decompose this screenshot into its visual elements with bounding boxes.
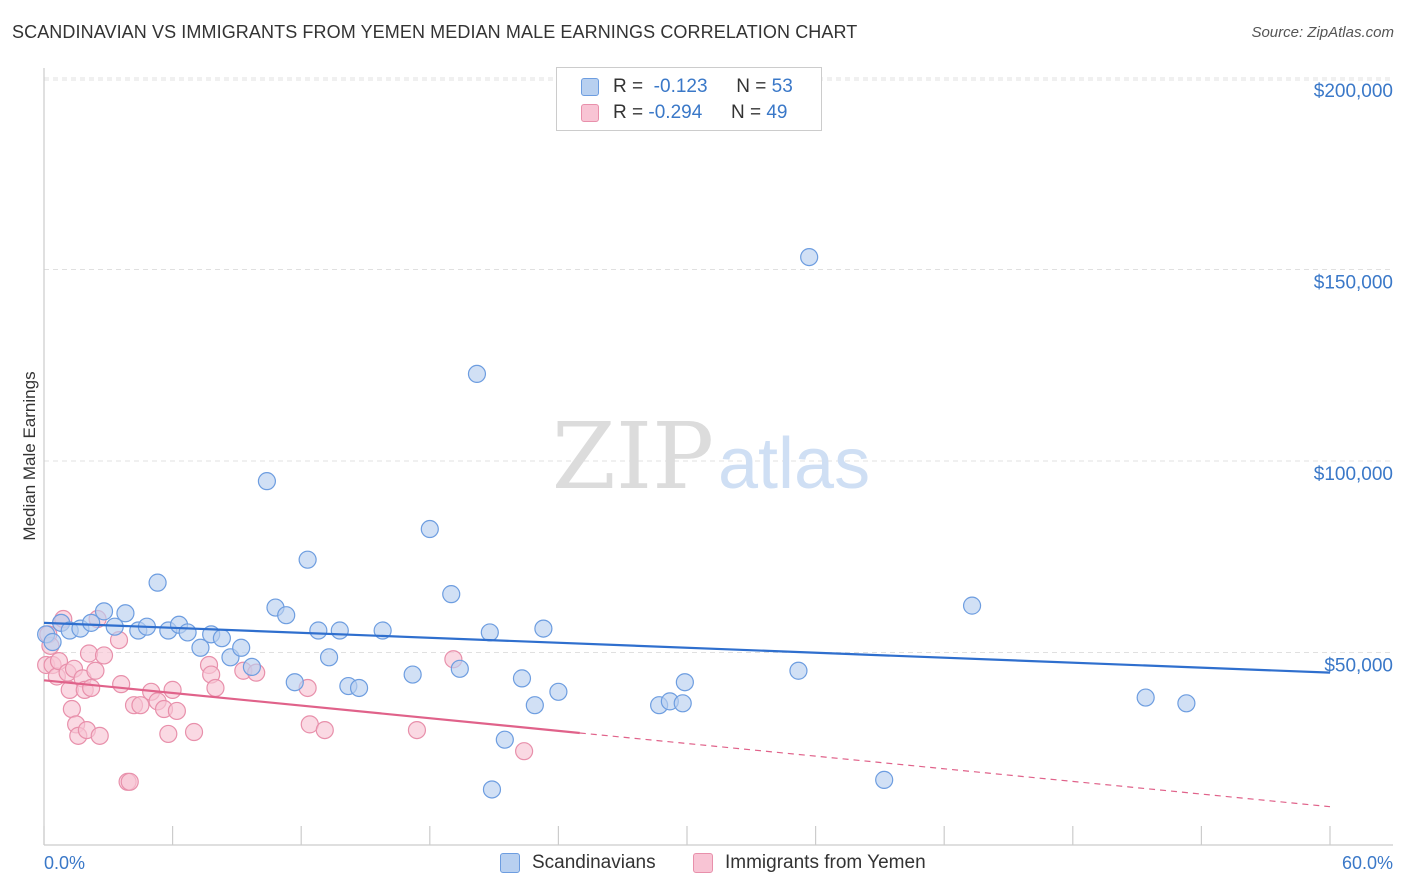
pink-swatch	[581, 104, 599, 122]
scandinavian-point-33	[420, 519, 439, 539]
scandinavian-points	[37, 247, 1196, 799]
scandinavian-point-14	[178, 623, 197, 642]
yemen-point-10	[62, 699, 81, 719]
watermark-zip: ZIP	[552, 403, 714, 510]
yemen-point-18	[82, 678, 101, 698]
yemen-point-38	[206, 678, 225, 698]
yemen-point-32	[159, 724, 178, 744]
scandinavian-point-52	[1136, 688, 1155, 707]
scandinavian-point-11	[148, 573, 167, 592]
y-tick-label-50000: $50,000	[1324, 656, 1393, 677]
scandinavian-point-46	[673, 694, 692, 713]
yemen-point-17	[79, 644, 99, 663]
yemen-point-34	[167, 701, 186, 721]
chart-title: SCANDINAVIAN VS IMMIGRANTS FROM YEMEN ME…	[12, 22, 858, 42]
scandinavian-point-15	[191, 638, 210, 657]
trend-line-scandinavians	[43, 621, 1331, 674]
y-tick-label-200000: $200,000	[1314, 81, 1393, 102]
yemen-points	[37, 609, 534, 791]
yemen-point-24	[112, 675, 131, 694]
yemen-point-44	[407, 720, 427, 740]
r-label: R =	[613, 102, 644, 123]
trend-line-yemen-dashed	[579, 732, 1331, 808]
legend-label: Scandinavians	[532, 852, 656, 873]
scandinavian-point-26	[309, 621, 328, 640]
legend-item-scandinavians[interactable]: Scandinavians	[500, 852, 656, 874]
series-legend: Scandinavians Immigrants from Yemen	[0, 852, 1406, 878]
yemen-point-46	[515, 742, 534, 761]
scandinavian-point-25	[298, 550, 317, 569]
scandinavian-point-39	[495, 730, 514, 749]
y-tick-label-150000: $150,000	[1314, 273, 1393, 294]
scandinavian-point-50	[875, 770, 894, 789]
scandinavian-point-40	[512, 669, 532, 688]
legend-item-yemen[interactable]: Immigrants from Yemen	[693, 852, 926, 874]
yemen-point-22	[94, 646, 114, 665]
scandinavian-point-42	[534, 619, 553, 638]
yemen-point-28	[131, 696, 150, 715]
yemen-point-33	[163, 680, 182, 699]
grid-lines	[44, 77, 1393, 653]
blue-swatch	[500, 853, 520, 873]
stats-row-scandinavians: R = -0.123 N = 53	[581, 75, 793, 99]
scandinavian-point-5	[82, 613, 101, 632]
yemen-point-43	[315, 720, 334, 740]
scandinavian-point-20	[242, 657, 262, 677]
scandinavian-point-17	[212, 629, 231, 648]
axes	[43, 68, 1393, 846]
yemen-point-21	[90, 726, 109, 745]
n-label: N =	[730, 102, 762, 123]
scandinavian-point-6	[94, 602, 114, 621]
x-tick-labels: 0.0% 60.0%	[44, 853, 1393, 873]
scandinavian-point-30	[349, 678, 369, 698]
r-value: -0.123	[653, 76, 708, 97]
n-value: 53	[771, 76, 793, 97]
scandinavian-point-49	[800, 247, 819, 267]
yemen-point-26	[120, 772, 139, 791]
stats-row-yemen: R = -0.294 N = 49	[581, 101, 787, 125]
scandinavian-point-21	[257, 472, 277, 491]
scandinavian-point-48	[789, 661, 808, 680]
scandinavian-point-32	[403, 665, 422, 684]
n-value: 49	[766, 102, 788, 123]
scandinavian-point-43	[549, 682, 568, 701]
scandinavian-point-35	[450, 659, 469, 678]
y-tick-label-100000: $100,000	[1314, 464, 1393, 485]
x-tick-label-min: 0.0%	[44, 853, 85, 873]
scandinavian-point-19	[232, 638, 251, 657]
scandinavian-point-53	[1177, 694, 1196, 713]
scandinavian-point-47	[675, 673, 694, 692]
scandinavian-point-51	[962, 596, 982, 615]
stats-legend: R = -0.123 N = 53 R = -0.294 N = 49	[556, 67, 822, 131]
scandinavian-point-24	[285, 673, 304, 692]
scandinavian-point-34	[442, 585, 461, 604]
scandinavian-point-23	[277, 606, 296, 625]
r-value: -0.294	[648, 102, 703, 123]
n-label: N =	[736, 76, 767, 97]
watermark: ZIP atlas	[552, 403, 870, 510]
y-tick-labels: $50,000 $100,000 $150,000 $200,000	[1314, 81, 1393, 677]
r-label: R =	[613, 76, 644, 97]
source-credit: Source: ZipAtlas.com	[1251, 24, 1394, 41]
scandinavian-point-27	[319, 648, 339, 667]
watermark-atlas: atlas	[718, 424, 870, 504]
scandinavian-point-36	[467, 364, 487, 384]
scandinavian-point-41	[525, 696, 544, 715]
yemen-point-19	[86, 661, 105, 680]
scandinavian-point-1	[43, 632, 62, 652]
scandinavian-point-38	[482, 780, 502, 799]
trend-line-yemen-solid	[43, 679, 580, 735]
trend-lines	[43, 621, 1331, 808]
scandinavian-point-8	[116, 604, 135, 623]
scandinavian-point-37	[480, 623, 499, 642]
blue-swatch	[581, 78, 599, 96]
x-tick-label-max: 60.0%	[1342, 853, 1393, 873]
legend-label: Immigrants from Yemen	[725, 852, 926, 873]
pink-swatch	[693, 853, 713, 873]
scandinavian-point-28	[330, 621, 349, 640]
yemen-point-35	[184, 722, 204, 742]
